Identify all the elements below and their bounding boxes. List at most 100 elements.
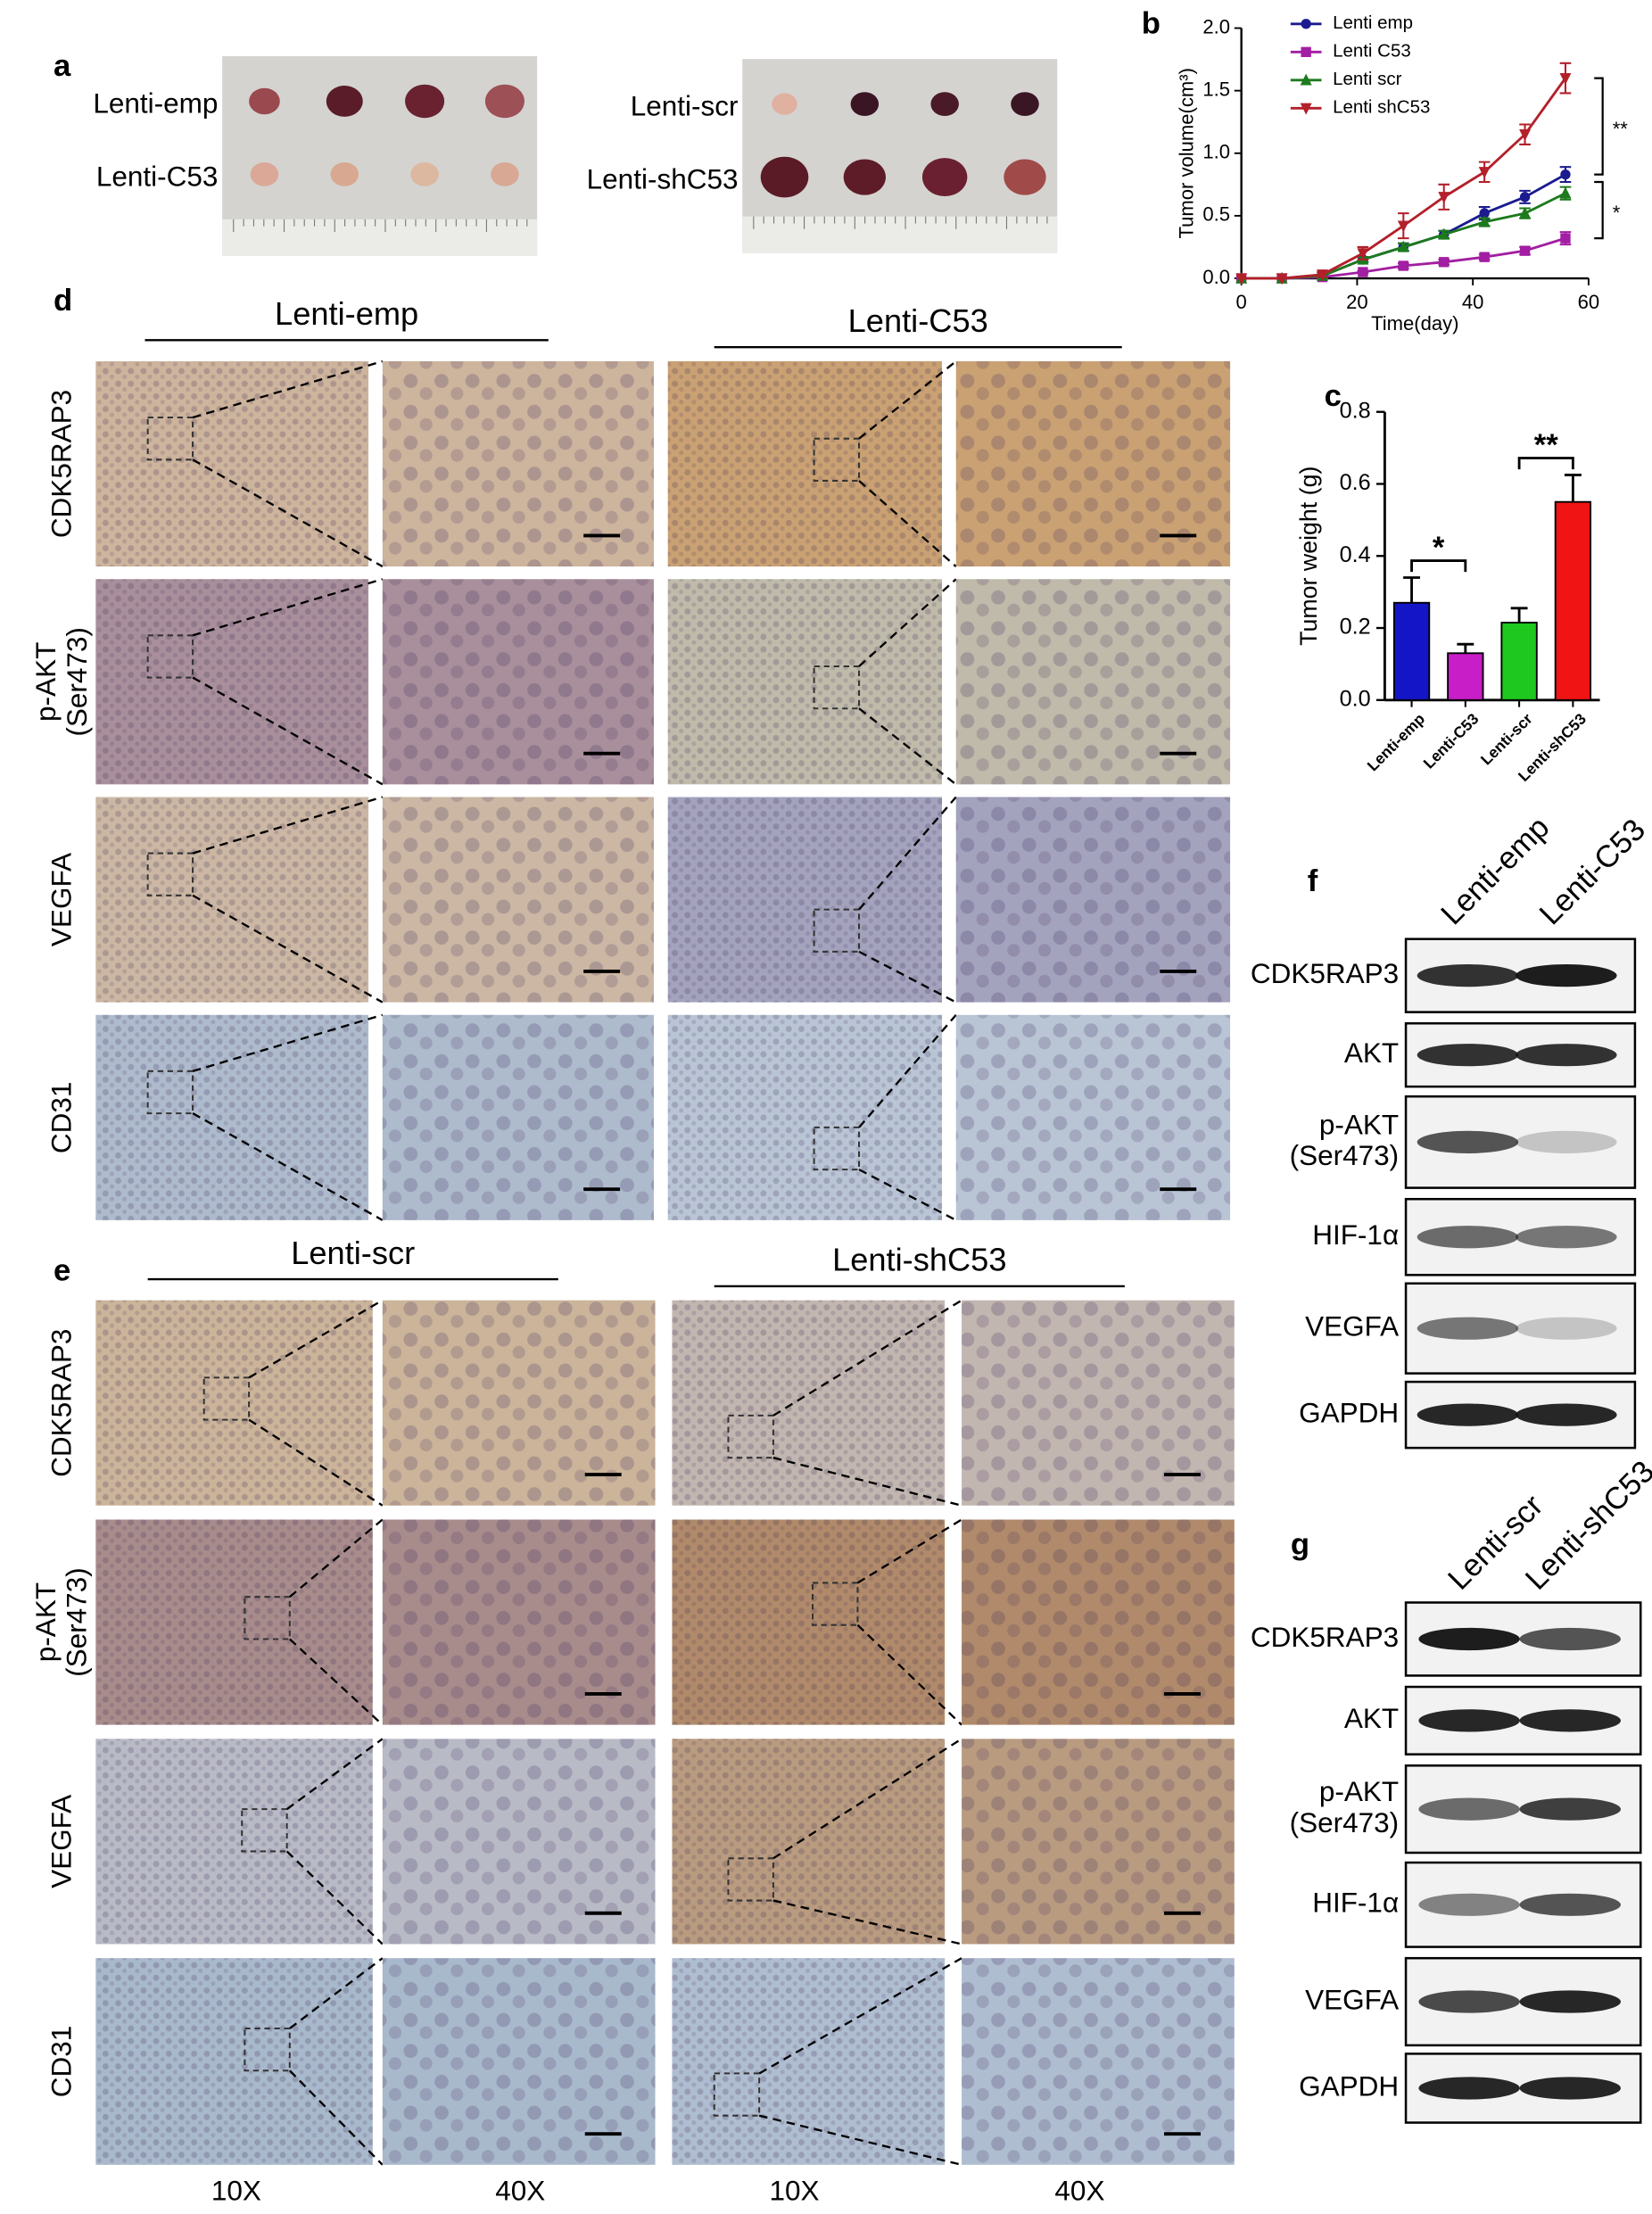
blot-band	[1417, 1403, 1519, 1426]
group-header: Lenti-scr	[291, 1235, 415, 1271]
ihc-texture	[962, 1519, 1235, 1725]
row-label: VEGFA	[45, 853, 77, 946]
marker	[1559, 72, 1572, 85]
marker	[1560, 233, 1571, 244]
blot-band	[1516, 964, 1617, 987]
significance-bracket	[1594, 180, 1604, 240]
inset-box	[244, 2027, 291, 2072]
magnification-label: 40X	[495, 2175, 545, 2207]
ihc-texture	[95, 1300, 373, 1506]
tumor	[326, 86, 363, 117]
row-label: HIF-1α	[1312, 1887, 1399, 1919]
tumor	[1011, 92, 1039, 117]
ihc-texture	[382, 579, 654, 785]
error-bar	[1510, 607, 1528, 623]
marker	[1398, 260, 1408, 271]
ihc-texture	[95, 1519, 373, 1725]
zoom-line	[858, 1014, 957, 1128]
blot-band	[1516, 1130, 1617, 1154]
blot-band	[1417, 1226, 1519, 1249]
tumor	[405, 84, 445, 119]
blot-band	[1418, 1990, 1520, 2013]
row-label: HIF-1α	[1312, 1219, 1399, 1251]
zoom-line	[248, 1299, 384, 1379]
marker	[1438, 227, 1450, 240]
ihc-texture	[95, 797, 369, 1003]
inset-box	[146, 634, 194, 679]
ihc-texture	[955, 579, 1231, 785]
zoom-line	[856, 1518, 962, 1584]
zoom-line	[758, 2114, 962, 2166]
y-tick-label: 1.5	[1202, 78, 1230, 100]
zoom-line	[192, 458, 384, 568]
marker	[1560, 169, 1571, 180]
x-tick-label: 20	[1346, 291, 1368, 313]
tumor	[249, 87, 280, 115]
zoom-line	[289, 1638, 384, 1726]
marker	[1439, 257, 1450, 268]
marker	[1357, 248, 1369, 260]
row-label: Lenti-emp	[93, 87, 218, 120]
ihc-texture	[382, 360, 654, 567]
significance-label: **	[1534, 428, 1558, 462]
ihc-texture	[955, 360, 1231, 567]
ihc-texture	[95, 360, 369, 567]
marker	[1300, 73, 1312, 86]
tumor	[250, 162, 279, 186]
blot-band	[1418, 1709, 1520, 1732]
blot-band	[1418, 1893, 1520, 1916]
tumor	[930, 92, 959, 117]
ihc-texture	[382, 1014, 654, 1220]
ihc-texture	[672, 1519, 946, 1725]
blot-band	[1519, 2077, 1621, 2100]
inset-box	[146, 417, 194, 461]
error-bar	[1403, 576, 1421, 603]
blot-band	[1417, 1130, 1519, 1154]
marker	[1478, 167, 1491, 179]
marker	[1397, 240, 1409, 252]
panel-label: a	[54, 49, 71, 83]
ihc-texture	[667, 1014, 943, 1220]
ihc-texture	[95, 1958, 373, 2165]
y-tick-label: 2.0	[1202, 15, 1230, 37]
ihc-texture	[382, 1519, 656, 1725]
row-label: (Ser473)	[1290, 1806, 1400, 1838]
row-label: GAPDH	[1299, 2069, 1399, 2102]
error-bar	[1457, 642, 1474, 654]
marker	[1478, 215, 1491, 227]
row-label: CDK5RAP3	[45, 1329, 77, 1477]
significance-bracket	[1594, 77, 1604, 176]
panel-label: g	[1291, 1528, 1309, 1562]
zoom-line	[858, 1169, 957, 1221]
row-label: (Ser473)	[1290, 1139, 1400, 1171]
ihc-texture	[667, 579, 943, 785]
inset-box	[713, 2072, 761, 2117]
inset-box	[813, 665, 861, 710]
ihc-texture	[962, 1300, 1235, 1506]
ihc-texture	[955, 797, 1231, 1003]
legend-label: Lenti C53	[1333, 41, 1411, 62]
legend-label: Lenti scr	[1333, 69, 1402, 89]
row-label: Lenti-shC53	[587, 163, 739, 195]
ihc-texture	[382, 797, 654, 1003]
tumor	[330, 162, 359, 186]
marker	[1235, 273, 1248, 285]
row-label: VEGFA	[45, 1795, 77, 1888]
inset-box	[813, 1126, 861, 1171]
blot-band	[1417, 964, 1519, 987]
column-header: Lenti-emp	[1435, 810, 1557, 931]
panel-label: c	[1325, 379, 1342, 413]
blot-band	[1417, 1044, 1519, 1067]
magnification-label: 10X	[770, 2175, 820, 2207]
marker	[1479, 208, 1490, 219]
ihc-texture	[667, 797, 943, 1003]
row-label: (Ser473)	[61, 1567, 93, 1677]
y-tick-label: 0.5	[1202, 203, 1230, 226]
ihc-texture	[955, 1014, 1231, 1220]
zoom-line	[192, 1112, 384, 1221]
x-tick-label: 60	[1578, 291, 1600, 313]
significance-bracket	[1517, 457, 1574, 470]
marker	[1301, 19, 1311, 29]
zoom-line	[192, 676, 384, 786]
row-label: p-AKT	[1319, 1108, 1399, 1140]
